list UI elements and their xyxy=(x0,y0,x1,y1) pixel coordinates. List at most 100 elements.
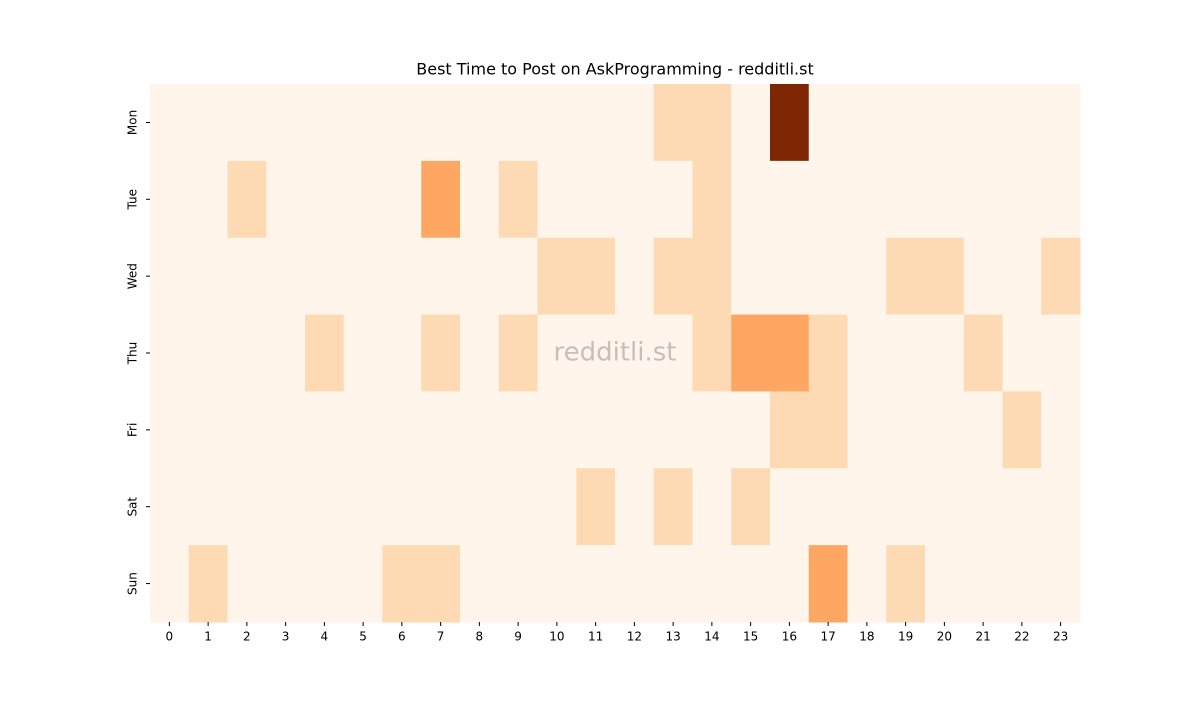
heatmap-cell xyxy=(692,391,732,469)
heatmap-cell xyxy=(731,84,771,162)
heatmap-cell xyxy=(847,545,887,623)
heatmap-cell xyxy=(188,545,228,623)
heatmap-cell xyxy=(886,237,926,316)
heatmap-cell xyxy=(770,84,810,162)
y-tick-label: Wed xyxy=(126,263,140,289)
heatmap-cell xyxy=(227,237,267,316)
heatmap-cell xyxy=(963,237,1003,316)
heatmap-cell xyxy=(1041,314,1081,392)
heatmap-cell xyxy=(847,160,887,239)
x-tick-label: 7 xyxy=(437,630,445,644)
heatmap-cell xyxy=(731,468,771,546)
heatmap-cell xyxy=(576,237,616,316)
heatmap-cell xyxy=(615,468,655,546)
heatmap-cell xyxy=(421,314,461,392)
chart-title: Best Time to Post on AskProgramming - re… xyxy=(416,60,814,79)
heatmap-cell xyxy=(770,237,810,316)
heatmap-cell xyxy=(615,545,655,623)
x-tick-label: 22 xyxy=(1014,630,1029,644)
x-tick-label: 0 xyxy=(166,630,174,644)
heatmap-cell xyxy=(963,391,1003,469)
heatmap-cell xyxy=(692,314,732,392)
heatmap-cell xyxy=(305,314,345,392)
heatmap-cell xyxy=(653,391,693,469)
heatmap-cell xyxy=(886,84,926,162)
heatmap-cell xyxy=(886,468,926,546)
heatmap-cell xyxy=(576,160,616,239)
heatmap-cell xyxy=(227,391,267,469)
heatmap-cell xyxy=(343,391,383,469)
heatmap-cell xyxy=(770,391,810,469)
heatmap-cell xyxy=(266,237,306,316)
heatmap-cell xyxy=(731,237,771,316)
heatmap-cell xyxy=(615,314,655,392)
x-tick-label: 13 xyxy=(665,630,680,644)
heatmap-cell xyxy=(770,314,810,392)
heatmap-cell xyxy=(382,314,422,392)
heatmap-cell xyxy=(963,545,1003,623)
x-tick-label: 18 xyxy=(859,630,874,644)
heatmap-cell xyxy=(886,314,926,392)
heatmap-cell xyxy=(498,237,538,316)
heatmap-cell xyxy=(692,84,732,162)
heatmap-cell xyxy=(498,468,538,546)
heatmap-cell xyxy=(692,468,732,546)
x-tick-label: 19 xyxy=(898,630,913,644)
heatmap-cells xyxy=(150,84,1081,623)
heatmap-cell xyxy=(305,391,345,469)
heatmap-cell xyxy=(343,545,383,623)
heatmap-cell xyxy=(188,468,228,546)
x-tick-label: 23 xyxy=(1053,630,1068,644)
heatmap-cell xyxy=(382,391,422,469)
y-tick-label: Sat xyxy=(126,497,140,517)
heatmap-cell xyxy=(382,237,422,316)
heatmap-cell xyxy=(847,468,887,546)
heatmap-cell xyxy=(150,237,190,316)
x-tick-label: 17 xyxy=(820,630,835,644)
watermark: redditli.st xyxy=(554,338,677,368)
heatmap-cell xyxy=(925,84,965,162)
heatmap-cell xyxy=(808,314,848,392)
x-tick-label: 3 xyxy=(282,630,290,644)
heatmap-cell xyxy=(1041,468,1081,546)
heatmap-cell xyxy=(227,314,267,392)
heatmap-cell xyxy=(305,237,345,316)
heatmap-cell xyxy=(382,160,422,239)
heatmap-cell xyxy=(576,545,616,623)
heatmap-cell xyxy=(808,391,848,469)
heatmap-cell xyxy=(460,314,500,392)
heatmap-cell xyxy=(537,237,577,316)
heatmap-cell xyxy=(963,160,1003,239)
heatmap-cell xyxy=(653,160,693,239)
heatmap-cell xyxy=(266,468,306,546)
y-tick-label: Mon xyxy=(126,110,140,135)
heatmap-cell xyxy=(188,160,228,239)
heatmap-cell xyxy=(653,468,693,546)
heatmap-cell xyxy=(266,314,306,392)
heatmap-cell xyxy=(615,160,655,239)
heatmap-cell xyxy=(266,391,306,469)
x-tick-label: 12 xyxy=(627,630,642,644)
heatmap-cell xyxy=(150,314,190,392)
heatmap-cell xyxy=(731,160,771,239)
heatmap-cell xyxy=(343,160,383,239)
y-tick-label: Tue xyxy=(126,189,140,211)
heatmap-cell xyxy=(808,160,848,239)
heatmap-cell xyxy=(847,314,887,392)
heatmap-cell xyxy=(808,84,848,162)
heatmap-cell xyxy=(653,314,693,392)
heatmap-cell xyxy=(653,237,693,316)
heatmap-cell xyxy=(150,84,190,162)
x-tick-label: 8 xyxy=(476,630,484,644)
heatmap-cell xyxy=(808,545,848,623)
heatmap-cell xyxy=(770,545,810,623)
heatmap-cell xyxy=(847,391,887,469)
heatmap-cell xyxy=(963,468,1003,546)
x-tick-label: 20 xyxy=(937,630,952,644)
y-tick-label: Fri xyxy=(126,423,140,437)
heatmap-cell xyxy=(925,468,965,546)
x-tick-label: 6 xyxy=(398,630,406,644)
heatmap-cell xyxy=(576,314,616,392)
heatmap-cell xyxy=(227,160,267,239)
